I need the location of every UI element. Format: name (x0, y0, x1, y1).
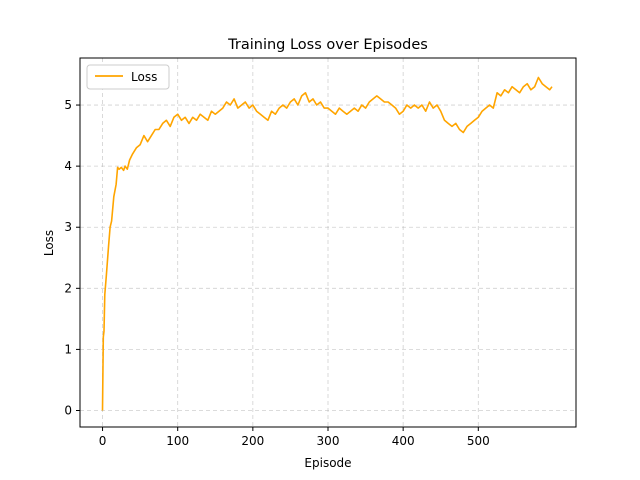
legend-label: Loss (131, 70, 157, 84)
y-axis-label: Loss (42, 230, 56, 256)
x-axis: 0 100 200 300 400 500 (99, 427, 490, 448)
y-tick-label: 3 (64, 220, 72, 234)
x-tick-label: 400 (392, 434, 415, 448)
y-tick-label: 0 (64, 404, 72, 418)
x-tick-label: 100 (166, 434, 189, 448)
y-axis: 0 1 2 3 4 5 (64, 98, 80, 418)
series-layer (101, 76, 553, 411)
y-tick-label: 2 (64, 281, 72, 295)
y-tick-label: 4 (64, 159, 72, 173)
chart-title: Training Loss over Episodes (227, 37, 428, 53)
y-tick-label: 5 (64, 98, 72, 112)
x-axis-label: Episode (304, 456, 351, 470)
x-tick-label: 200 (241, 434, 264, 448)
legend: Loss (86, 64, 170, 90)
x-tick-label: 500 (467, 434, 490, 448)
legend-box (86, 64, 170, 90)
x-tick-label: 0 (99, 434, 107, 448)
x-tick-label: 300 (317, 434, 340, 448)
y-tick-label: 1 (64, 342, 72, 356)
loss-line (101, 76, 553, 411)
